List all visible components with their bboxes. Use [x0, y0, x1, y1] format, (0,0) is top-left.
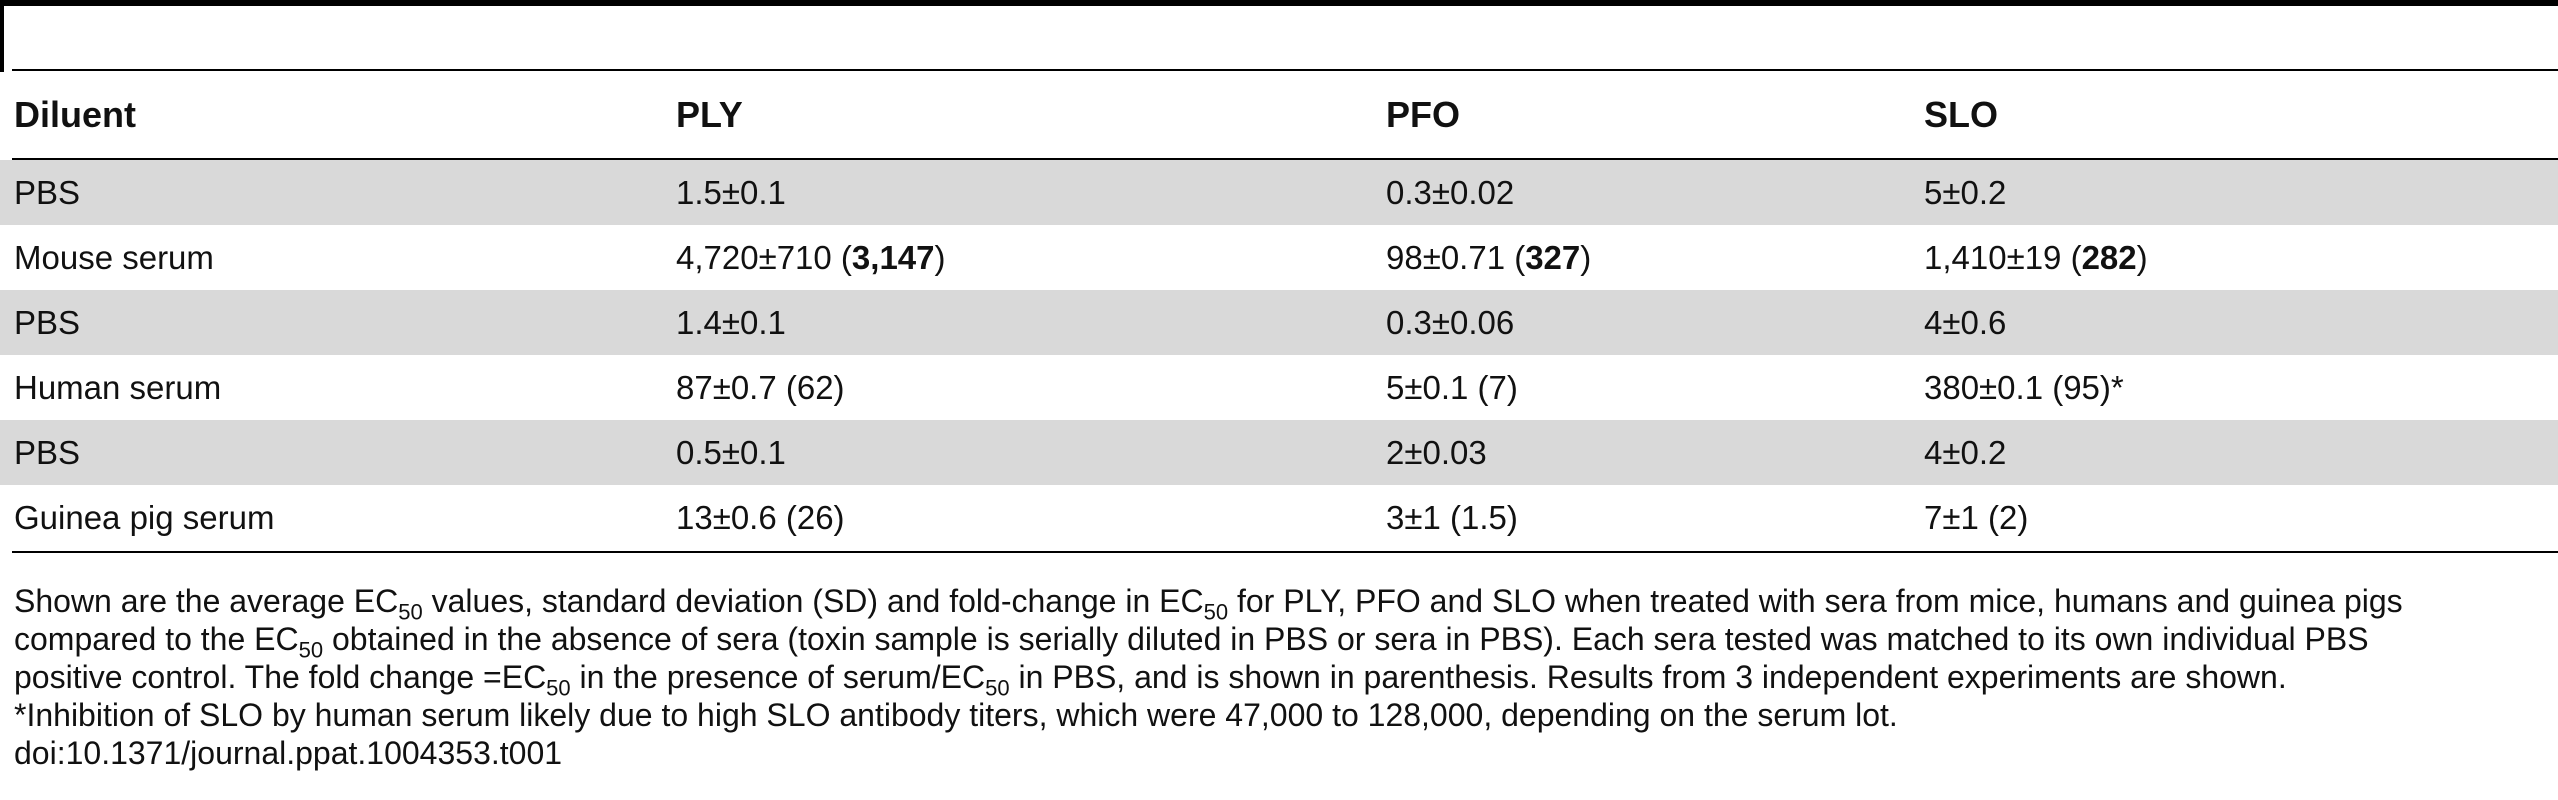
table-row: PBS 1.4±0.1 0.3±0.06 4±0.6: [0, 290, 2558, 355]
cell-diluent: Mouse serum: [14, 239, 214, 276]
cell-slo: 1,410±19 (282): [1924, 239, 2148, 276]
doi-link[interactable]: doi:10.1371/journal.ppat.1004353.t001: [14, 735, 563, 771]
cell-ply: 87±0.7 (62): [676, 369, 845, 406]
header-ply: PLY: [676, 94, 743, 135]
cell-pfo: 98±0.71 (327): [1386, 239, 1592, 276]
fold-change-pfo: 327: [1525, 239, 1581, 276]
table-row: Human serum 87±0.7 (62) 5±0.1 (7) 380±0.…: [0, 355, 2558, 420]
fold-change-ply: 3,147: [851, 239, 935, 276]
cell-diluent: PBS: [14, 304, 81, 341]
top-border: [0, 0, 2558, 6]
left-border-tick: [0, 0, 4, 72]
footnote-line-1: Shown are the average EC50 values, stand…: [14, 583, 2403, 625]
header-bottom-rule: [12, 158, 2558, 160]
table-row: Mouse serum 4,720±710 (3,147) 98±0.71 (3…: [0, 225, 2558, 290]
table-row: PBS 1.5±0.1 0.3±0.02 5±0.2: [0, 160, 2558, 225]
header-top-rule: [12, 69, 2558, 71]
table-header: Diluent PLY PFO SLO: [0, 71, 2558, 158]
cell-diluent: Guinea pig serum: [14, 499, 275, 536]
footnote-line-3: positive control. The fold change =EC50 …: [14, 659, 2287, 701]
cell-slo: 5±0.2: [1924, 174, 2007, 211]
table-row: Guinea pig serum 13±0.6 (26) 3±1 (1.5) 7…: [0, 485, 2558, 550]
cell-pfo: 3±1 (1.5): [1386, 499, 1518, 536]
table-row: PBS 0.5±0.1 2±0.03 4±0.2: [0, 420, 2558, 485]
table-bottom-rule: [12, 551, 2558, 553]
cell-pfo: 0.3±0.06: [1386, 304, 1515, 341]
cell-ply: 1.5±0.1: [676, 174, 786, 211]
cell-diluent: PBS: [14, 434, 81, 471]
cell-ply: 0.5±0.1: [676, 434, 786, 471]
cell-pfo: 5±0.1 (7): [1386, 369, 1518, 406]
cell-ply: 4,720±710 (3,147): [676, 239, 946, 276]
footnote-asterisk-note: *Inhibition of SLO by human serum likely…: [14, 697, 1898, 733]
footnote-line-2: compared to the EC50 obtained in the abs…: [14, 621, 2369, 663]
cell-slo: 7±1 (2): [1924, 499, 2029, 536]
cell-diluent: PBS: [14, 174, 81, 211]
header-diluent: Diluent: [14, 94, 136, 135]
cell-pfo: 2±0.03: [1386, 434, 1487, 471]
fold-change-slo: 282: [2081, 239, 2137, 276]
cell-slo: 4±0.2: [1924, 434, 2007, 471]
cell-slo: 380±0.1 (95)*: [1924, 369, 2124, 406]
cell-pfo: 0.3±0.02: [1386, 174, 1515, 211]
cell-slo: 4±0.6: [1924, 304, 2007, 341]
cell-ply: 13±0.6 (26): [676, 499, 845, 536]
header-pfo: PFO: [1386, 94, 1461, 135]
header-slo: SLO: [1924, 94, 1999, 135]
cell-diluent: Human serum: [14, 369, 222, 406]
table-footnote: Shown are the average EC50 values, stand…: [14, 582, 2558, 772]
table-body: PBS 1.5±0.1 0.3±0.02 5±0.2 Mouse serum 4…: [0, 160, 2558, 550]
cell-ply: 1.4±0.1: [676, 304, 786, 341]
